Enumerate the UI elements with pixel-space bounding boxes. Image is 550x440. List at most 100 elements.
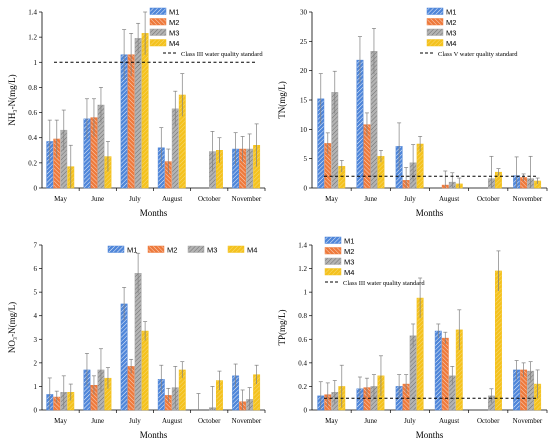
legend-reference-label: Class III water quality standard bbox=[181, 51, 263, 58]
legend-swatch-m3 bbox=[426, 28, 444, 36]
x-tick-label: July bbox=[404, 417, 416, 425]
legend-swatch-m3 bbox=[149, 28, 167, 36]
legend-label-m4: M4 bbox=[247, 246, 257, 255]
legend-swatch-m3 bbox=[187, 245, 205, 253]
legend-swatch-m4 bbox=[149, 39, 167, 47]
legend-swatch-m1 bbox=[324, 236, 342, 244]
y-tick-label: 20 bbox=[300, 67, 308, 75]
y-axis-title: TP(mg/L) bbox=[277, 310, 287, 346]
y-tick-label: 6 bbox=[34, 265, 38, 273]
legend-swatch-m4 bbox=[324, 268, 342, 276]
y-tick-label: 1 bbox=[34, 59, 38, 67]
legend-label-m4: M4 bbox=[169, 39, 179, 48]
y-tick-label: 0.2 bbox=[28, 159, 37, 167]
legend-label-m3: M3 bbox=[344, 258, 354, 267]
y-axis-title: NO₃-N(mg/L) bbox=[7, 302, 17, 353]
y-tick-label: 0.6 bbox=[298, 336, 307, 344]
x-tick-label: June bbox=[364, 195, 377, 203]
x-axis-title: Months bbox=[416, 208, 444, 218]
legend-label-m2: M2 bbox=[446, 18, 456, 27]
legend-label-m4: M4 bbox=[344, 268, 354, 277]
bar-m4 bbox=[495, 270, 502, 411]
panel-tn: 0 5 10 15 20 25 30 May June July August October Nove… bbox=[277, 7, 548, 218]
legend-label-m1: M1 bbox=[446, 8, 456, 17]
legend-reference-label: Class III water quality standard bbox=[343, 280, 425, 287]
legend-swatch-m2 bbox=[324, 247, 342, 255]
x-tick-label: June bbox=[364, 417, 377, 425]
legend-label-m1: M1 bbox=[344, 237, 354, 246]
y-axis-title: NH₃-N(mg/L) bbox=[7, 74, 17, 125]
x-axis-title: Months bbox=[140, 208, 168, 218]
legend-label-m3: M3 bbox=[207, 246, 217, 255]
legend-label-m3: M3 bbox=[169, 29, 179, 38]
x-tick-label: July bbox=[129, 195, 141, 203]
legend-swatch-m2 bbox=[147, 245, 165, 253]
x-tick-label: November bbox=[513, 195, 543, 203]
panel-tp: 0 0.2 0.4 0.6 0.8 1 1.2 1.4 May June July August Oct… bbox=[277, 236, 548, 440]
legend-label-m4: M4 bbox=[446, 39, 456, 48]
y-tick-label: 3 bbox=[34, 336, 38, 344]
x-axis-title: Months bbox=[140, 430, 168, 440]
y-tick-label: 0 bbox=[304, 185, 308, 193]
legend-swatch-m1 bbox=[149, 7, 167, 15]
legend-label-m3: M3 bbox=[446, 29, 456, 38]
x-tick-label: May bbox=[54, 195, 67, 203]
y-tick-label: 25 bbox=[300, 38, 308, 46]
x-tick-label: May bbox=[325, 417, 338, 425]
x-tick-label: June bbox=[91, 195, 104, 203]
x-tick-label: November bbox=[513, 417, 543, 425]
y-tick-label: 15 bbox=[300, 97, 308, 105]
y-tick-label: 0.2 bbox=[298, 383, 307, 391]
legend-reference-label: Class V water quality standard bbox=[438, 51, 518, 58]
y-tick-label: 0.8 bbox=[298, 312, 307, 320]
legend-swatch-m1 bbox=[426, 7, 444, 15]
x-tick-label: October bbox=[198, 417, 221, 425]
y-tick-label: 10 bbox=[300, 126, 308, 134]
legend-label-m2: M2 bbox=[344, 247, 354, 256]
y-tick-label: 5 bbox=[304, 155, 308, 163]
x-tick-label: November bbox=[232, 195, 262, 203]
x-tick-label: July bbox=[129, 417, 141, 425]
y-tick-label: 1 bbox=[34, 383, 38, 391]
bar-m3 bbox=[134, 273, 142, 411]
x-tick-label: October bbox=[477, 195, 500, 203]
x-tick-label: October bbox=[198, 195, 221, 203]
panel-no3n: 0 1 2 3 4 5 6 7 May June July August October November… bbox=[7, 242, 266, 440]
x-tick-label: May bbox=[54, 417, 67, 425]
y-tick-label: 0.4 bbox=[28, 134, 37, 142]
y-tick-label: 5 bbox=[34, 289, 38, 297]
y-tick-label: 7 bbox=[34, 242, 38, 250]
legend-swatch-m1 bbox=[107, 245, 125, 253]
bar-m4 bbox=[141, 33, 149, 189]
x-tick-label: July bbox=[404, 195, 416, 203]
y-tick-label: 1.4 bbox=[28, 9, 37, 17]
legend-swatch-m2 bbox=[149, 18, 167, 26]
legend-label-m1: M1 bbox=[169, 8, 179, 17]
y-tick-label: 1 bbox=[304, 289, 308, 297]
legend-swatch-m2 bbox=[426, 18, 444, 26]
x-axis-title: Months bbox=[416, 430, 444, 440]
y-tick-label: 0.8 bbox=[28, 84, 37, 92]
bar-m2 bbox=[441, 337, 449, 411]
y-tick-label: 2 bbox=[34, 359, 38, 367]
legend-label-m2: M2 bbox=[167, 246, 177, 255]
x-tick-label: June bbox=[91, 417, 104, 425]
y-tick-label: 1.4 bbox=[298, 242, 307, 250]
y-tick-label: 0 bbox=[34, 407, 38, 415]
x-tick-label: August bbox=[162, 195, 182, 203]
x-tick-label: October bbox=[477, 417, 500, 425]
legend-swatch-m4 bbox=[426, 39, 444, 47]
x-tick-label: August bbox=[162, 417, 182, 425]
y-tick-label: 0 bbox=[34, 185, 38, 193]
x-tick-label: November bbox=[232, 417, 262, 425]
legend-swatch-m4 bbox=[227, 245, 245, 253]
legend-label-m2: M2 bbox=[169, 18, 179, 27]
legend-label-m1: M1 bbox=[127, 246, 137, 255]
panel-nh3n: 0 0.2 0.4 0.6 0.8 1 1.2 1.4 May June July August Oct… bbox=[7, 7, 266, 218]
y-tick-label: 1.2 bbox=[298, 265, 307, 273]
bar-m3 bbox=[134, 38, 142, 189]
y-tick-label: 1.2 bbox=[28, 34, 37, 42]
y-tick-label: 0 bbox=[304, 407, 308, 415]
y-tick-label: 4 bbox=[34, 312, 38, 320]
